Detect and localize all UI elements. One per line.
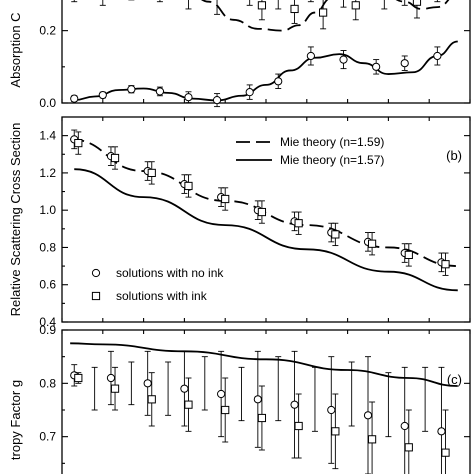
y-tick-label: 1.0 xyxy=(39,203,56,217)
data-point-circle xyxy=(180,384,189,393)
data-point-circle xyxy=(245,88,254,97)
data-point-square xyxy=(147,168,156,178)
y-tick-label: 0.0 xyxy=(39,96,56,110)
data-point-circle xyxy=(400,421,409,431)
data-point-circle xyxy=(155,87,165,96)
panel-b: 0.4 0.6 0.8 1.0 1.2 1.4 Relative Scattering Cr… xyxy=(8,116,471,329)
data-point-square xyxy=(404,443,413,452)
data-point-circle xyxy=(106,373,116,383)
data-point-square xyxy=(441,448,450,457)
legend-bg xyxy=(234,135,440,149)
data-point-square xyxy=(221,194,230,204)
y-tick-label: 1.4 xyxy=(39,129,56,143)
data-point-circle xyxy=(400,59,409,68)
data-point-square xyxy=(184,181,193,191)
data-point-square xyxy=(74,138,83,148)
y-tick-label: 0.8 xyxy=(39,240,56,254)
plot-frame-a xyxy=(61,0,471,104)
data-point-circle xyxy=(184,93,193,102)
legend-entry: Mie theory (n=1.57) xyxy=(280,153,384,167)
y-tick-label: 0.2 xyxy=(39,24,56,38)
data-point-circle xyxy=(327,405,336,415)
y-tick-label: 0.8 xyxy=(39,376,56,390)
data-point-square xyxy=(294,421,303,431)
data-point-square xyxy=(404,250,413,260)
data-point-circle xyxy=(372,62,381,71)
data-point-square xyxy=(351,1,360,10)
y-tick-label: 1.2 xyxy=(39,166,56,180)
panel-label: (b) xyxy=(446,148,462,163)
data-point-circle xyxy=(290,400,299,409)
data-point-circle xyxy=(274,77,283,86)
data-point-square xyxy=(257,207,267,217)
data-point-circle xyxy=(306,51,315,61)
y-tick-label: 0.9 xyxy=(39,323,56,337)
data-point-circle xyxy=(212,96,222,105)
legend-marker-square xyxy=(91,291,101,301)
data-point-square xyxy=(331,230,340,239)
data-point-circle xyxy=(127,85,136,94)
data-point-square xyxy=(331,427,340,436)
data-point-square xyxy=(412,0,422,6)
data-point-square xyxy=(184,400,193,409)
theory-curve-solid xyxy=(70,342,458,387)
data-point-square xyxy=(147,395,156,404)
data-point-square xyxy=(221,405,230,415)
y-axis-label: tropy Factor g xyxy=(8,380,23,460)
data-point-circle xyxy=(70,94,79,103)
data-point-circle xyxy=(143,379,152,388)
data-point-circle xyxy=(363,411,373,420)
data-point-circle xyxy=(339,55,348,64)
data-point-square xyxy=(441,260,450,269)
data-point-square xyxy=(294,219,303,228)
legend-entry: Mie theory (n=1.59) xyxy=(280,135,384,149)
data-point-circle xyxy=(437,427,446,436)
panel-label: (c) xyxy=(447,372,462,387)
data-point-square xyxy=(367,239,377,248)
data-point-square xyxy=(319,8,328,17)
y-axis-label: Relative Scattering Cross Section xyxy=(8,123,23,317)
legend-bg xyxy=(234,153,440,167)
data-point-circle xyxy=(98,90,107,100)
data-point-circle xyxy=(253,395,262,404)
data-point-square xyxy=(257,1,267,10)
data-point-square xyxy=(110,153,120,163)
y-tick-label: 0.6 xyxy=(39,278,56,292)
legend-entry: solutions with no ink xyxy=(116,266,224,280)
data-point-circle xyxy=(433,51,442,61)
legend-entry: solutions with ink xyxy=(116,289,208,303)
theory-curve-solid xyxy=(74,168,458,292)
y-axis-label: Absorption C xyxy=(8,12,23,87)
y-tick-label: 0.7 xyxy=(39,430,56,444)
data-point-square xyxy=(290,4,299,14)
data-point-circle xyxy=(217,389,226,399)
theory-curve-solid xyxy=(74,40,458,102)
y-tick-label: 0.4 xyxy=(39,315,56,329)
legend-marker-circle xyxy=(91,268,101,278)
data-point-square xyxy=(257,413,267,423)
data-point-square xyxy=(110,384,120,393)
panel-a: 0.0 0.2 Absorption C xyxy=(8,0,471,110)
data-point-square xyxy=(367,435,377,444)
data-point-square xyxy=(74,373,83,383)
